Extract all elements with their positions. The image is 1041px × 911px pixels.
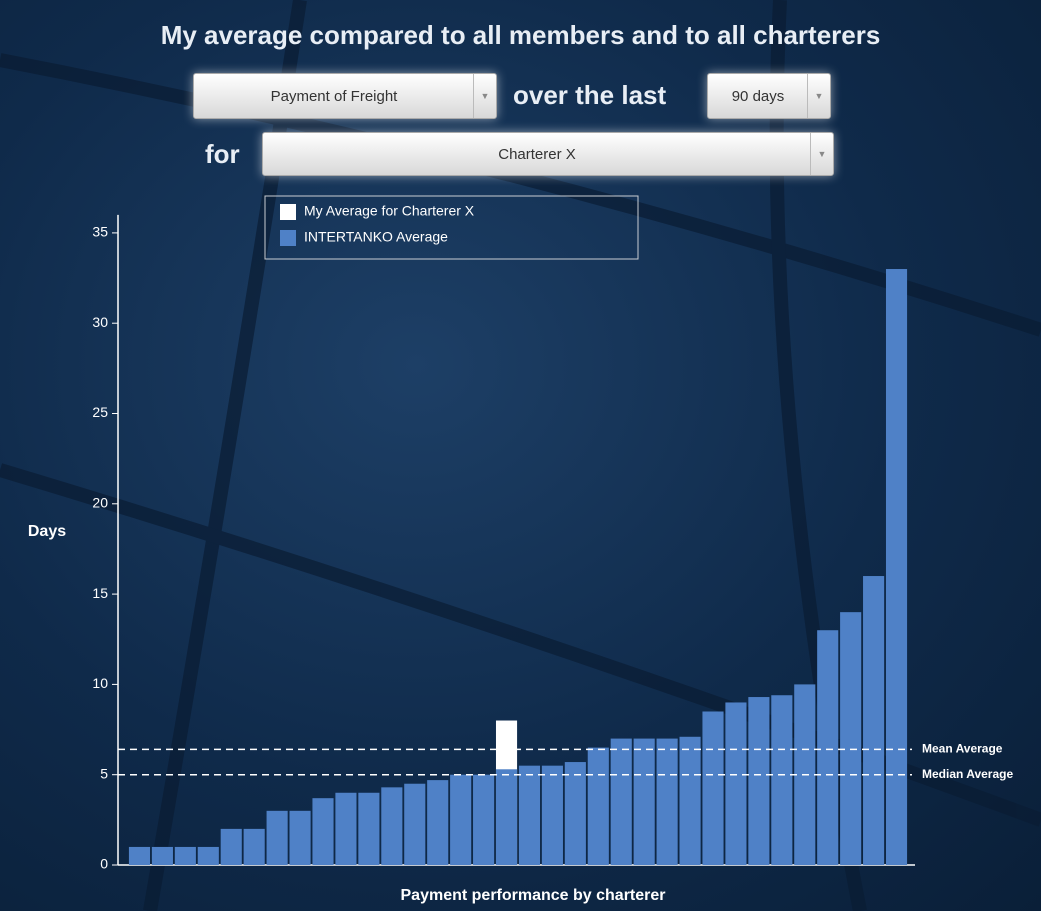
dropdown-text: Charterer X xyxy=(498,145,576,163)
dropdown-text: Payment of Freight xyxy=(270,87,398,105)
y-axis-label: Days xyxy=(28,523,66,540)
bar xyxy=(610,738,632,865)
dropdown-text: 90 days xyxy=(731,87,785,105)
bar xyxy=(289,810,311,865)
metric-dropdown[interactable]: Payment of Freight ▼ xyxy=(193,73,497,119)
bar xyxy=(174,846,196,865)
y-tick-label: 0 xyxy=(100,856,108,872)
charterer-dropdown[interactable]: Charterer X ▼ xyxy=(262,132,834,176)
bar xyxy=(702,711,724,865)
bar xyxy=(725,702,747,865)
bar xyxy=(633,738,655,865)
bar xyxy=(450,774,472,865)
bar xyxy=(495,769,518,865)
bar xyxy=(358,792,380,865)
y-tick-label: 15 xyxy=(92,585,108,601)
dropdown-arrow: ▼ xyxy=(473,74,496,118)
x-axis-label: Payment performance by charterer xyxy=(401,887,666,904)
dropdown-arrow: ▼ xyxy=(810,133,833,175)
bar xyxy=(473,774,495,865)
legend-swatch xyxy=(280,230,296,246)
bar xyxy=(335,792,357,865)
bar xyxy=(427,780,449,865)
reference-label: Mean Average xyxy=(922,742,1003,756)
bar xyxy=(220,828,242,865)
bar xyxy=(128,846,151,865)
bar xyxy=(817,630,839,865)
y-tick-label: 25 xyxy=(92,404,108,420)
y-tick-label: 35 xyxy=(92,224,108,240)
bar xyxy=(679,736,701,865)
bar xyxy=(541,765,563,865)
legend-label: INTERTANKO Average xyxy=(304,229,448,245)
bar xyxy=(564,762,586,865)
bar xyxy=(863,576,885,865)
legend-label: My Average for Charterer X xyxy=(304,203,475,219)
bar xyxy=(381,787,403,865)
bar xyxy=(840,612,862,865)
legend-swatch xyxy=(280,204,296,220)
y-tick-label: 10 xyxy=(92,675,108,691)
dropdown-arrow: ▼ xyxy=(807,74,830,118)
period-dropdown[interactable]: 90 days ▼ xyxy=(707,73,831,119)
bar xyxy=(587,747,609,865)
title: My average compared to all members and t… xyxy=(160,20,881,50)
bar xyxy=(404,783,426,865)
legend-box xyxy=(264,195,639,260)
bar xyxy=(197,846,219,865)
bar xyxy=(266,810,288,865)
y-tick-label: 20 xyxy=(92,495,108,511)
period-label: over the last xyxy=(513,80,667,110)
y-tick-label: 30 xyxy=(92,314,108,330)
bar xyxy=(885,269,908,865)
bar xyxy=(748,697,770,865)
bar xyxy=(771,695,793,865)
y-tick-label: 5 xyxy=(100,765,108,781)
bar xyxy=(656,738,678,865)
bar xyxy=(518,765,541,865)
bar xyxy=(151,846,173,865)
bar xyxy=(243,828,265,865)
bar xyxy=(312,798,334,865)
for-label: for xyxy=(205,139,240,169)
reference-label: Median Average xyxy=(922,767,1013,781)
